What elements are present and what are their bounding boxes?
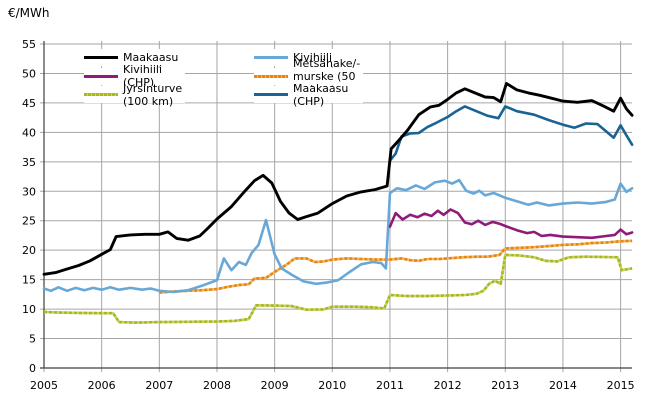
x-axis-tick-label: 2013	[491, 379, 519, 392]
x-axis-tick-label: 2010	[318, 379, 346, 392]
series-line-kivihiili-chp	[388, 208, 634, 240]
legend-swatch-icon	[84, 56, 118, 59]
legend-swatch-icon	[254, 74, 288, 78]
series-line-maakaasu	[42, 82, 634, 276]
legend-label: Kivihiili	[293, 51, 333, 64]
legend-item-kivihiili: Kivihiili	[254, 49, 336, 66]
y-axis-unit-label: €/MWh	[8, 6, 50, 20]
y-axis-tick-label: 20	[22, 244, 36, 257]
legend-swatch-icon	[84, 93, 118, 96]
y-axis-tick-label: 5	[29, 333, 36, 346]
y-axis-tick-label: 15	[22, 274, 36, 287]
legend-label: Maakaasu	[123, 51, 179, 64]
x-axis-tick-label: 2014	[549, 379, 577, 392]
y-axis-tick-label: 30	[22, 185, 36, 198]
legend-item-maakaasu-chp: Maakaasu (CHP)	[254, 82, 364, 108]
legend-item-maakaasu: Maakaasu	[84, 49, 182, 66]
x-axis-tick-label: 2007	[145, 379, 173, 392]
legend-item-jyrsinturve-100-km: Jyrsinturve (100 km)	[84, 82, 186, 108]
legend-swatch-icon	[254, 93, 288, 96]
x-axis-tick-label: 2006	[88, 379, 116, 392]
y-axis-tick-label: 55	[22, 38, 36, 51]
legend-item-kivihiili-chp: Kivihiili (CHP)	[84, 63, 186, 89]
y-axis-tick-label: 0	[29, 362, 36, 375]
y-axis-tick-label: 35	[22, 156, 36, 169]
series-line-maakaasu-chp	[388, 105, 634, 162]
x-axis-tick-label: 2009	[261, 379, 289, 392]
series-line-mets-hake-murske-50-km	[159, 239, 633, 294]
x-axis-tick-label: 2011	[376, 379, 404, 392]
legend-swatch-icon	[84, 74, 118, 78]
y-axis-tick-label: 50	[22, 67, 36, 80]
y-axis-tick-label: 45	[22, 97, 36, 110]
series-line-jyrsinturve-100-km	[43, 253, 633, 324]
y-axis-tick-label: 25	[22, 215, 36, 228]
legend-swatch-icon	[254, 56, 288, 59]
x-axis-tick-label: 2008	[203, 379, 231, 392]
x-axis-tick-label: 2012	[434, 379, 462, 392]
x-axis-tick-label: 2015	[607, 379, 635, 392]
x-axis-tick-label: 2005	[30, 379, 58, 392]
legend-label: Jyrsinturve (100 km)	[123, 81, 183, 108]
y-axis-tick-label: 10	[22, 303, 36, 316]
series-line-kivihiili	[42, 178, 634, 294]
legend-label: Maakaasu (CHP)	[293, 81, 349, 108]
legend-label: Kivihiili (CHP)	[123, 63, 163, 89]
y-axis-tick-label: 40	[22, 126, 36, 139]
legend-column-1: Maakaasu Kivihiili (CHP) Jyrsinturve (100 …	[84, 49, 186, 108]
